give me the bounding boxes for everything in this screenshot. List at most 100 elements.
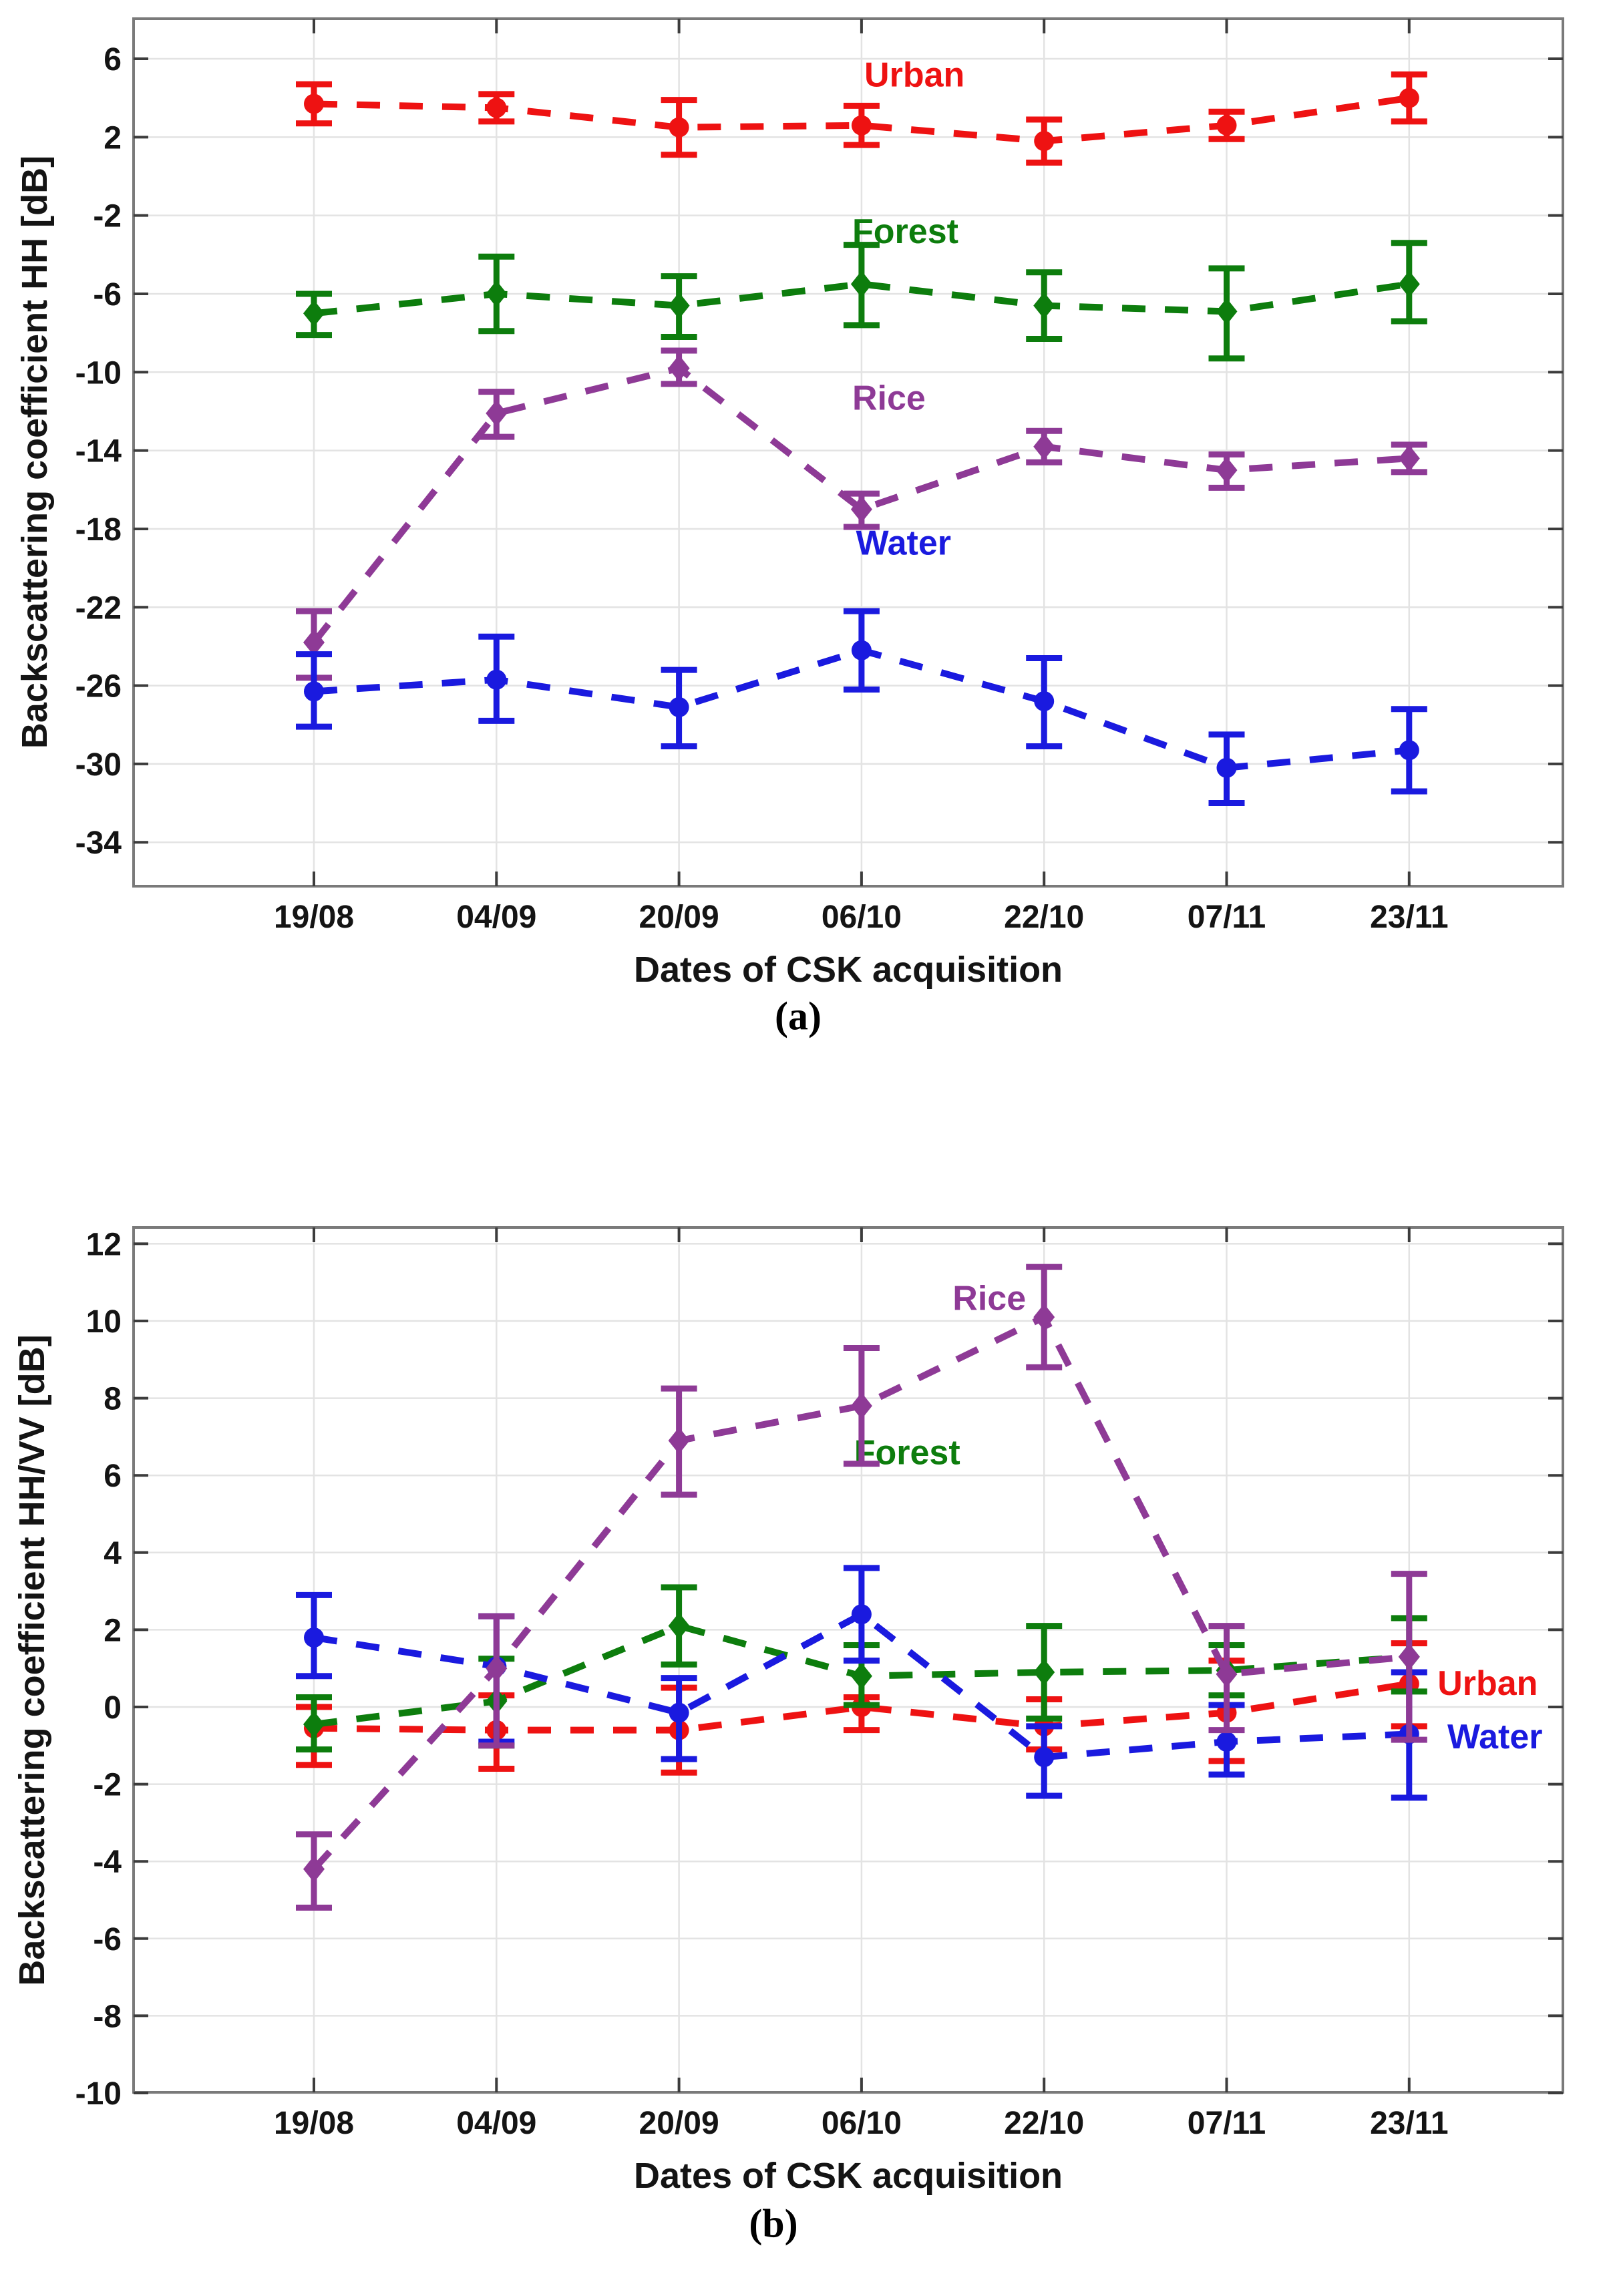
series-label-water: Water	[1447, 1718, 1543, 1756]
x-tick-label: 07/11	[1188, 900, 1266, 935]
y-tick-label: -18	[75, 512, 122, 548]
y-tick-label: -10	[75, 355, 122, 391]
x-tick-label: 23/11	[1370, 900, 1448, 935]
marker-diamond	[1398, 1643, 1420, 1670]
y-tick-label: -30	[75, 747, 122, 783]
y-tick-label: 2	[104, 1613, 122, 1648]
marker-circle	[669, 1702, 689, 1723]
marker-diamond	[486, 280, 508, 307]
series-label-urban: Urban	[1437, 1664, 1538, 1703]
marker-circle	[304, 681, 324, 702]
x-tick-label: 07/11	[1188, 2106, 1266, 2141]
series-b-urban: Urban	[296, 1640, 1538, 1776]
series-b-water: Water	[296, 1565, 1543, 1801]
x-tick-label: 19/08	[274, 2106, 354, 2141]
marker-diamond	[1216, 1660, 1238, 1688]
series-a-water: Water	[296, 524, 1427, 807]
x-tick-label: 06/10	[822, 2106, 902, 2141]
x-tick-label: 04/09	[456, 900, 536, 935]
y-tick-label: -22	[75, 590, 122, 626]
plot-box	[132, 1226, 1564, 2094]
marker-diamond	[850, 270, 872, 298]
series-a-rice: Rice	[296, 347, 1427, 681]
x-tick-label: 19/08	[274, 900, 354, 935]
x-tick-label: 22/10	[1004, 900, 1084, 935]
marker-diamond	[303, 1855, 325, 1883]
marker-circle	[1399, 87, 1419, 108]
marker-circle	[1216, 115, 1237, 136]
marker-diamond	[668, 355, 690, 382]
marker-diamond	[303, 1711, 325, 1738]
marker-diamond	[668, 1612, 690, 1640]
x-tick-label: 20/09	[639, 900, 719, 935]
x-tick-label: 04/09	[456, 2106, 536, 2141]
y-tick-label: -6	[93, 277, 122, 313]
y-tick-label: -14	[75, 434, 122, 469]
chart-b: 12 10 8 6 4 2 0 -2 -4 -6 -8 -10 19/08 04/09 20/09 06/10…	[75, 1226, 1564, 2141]
marker-diamond	[1398, 445, 1420, 472]
series-label-urban: Urban	[864, 55, 964, 94]
marker-circle	[1034, 691, 1055, 712]
series-label-rice: Rice	[852, 379, 926, 417]
y-tick-label: 4	[104, 1536, 122, 1571]
y-tick-label: -8	[93, 1999, 122, 2034]
marker-diamond	[1216, 298, 1238, 325]
marker-diamond	[1033, 1304, 1055, 1331]
series-label-rice: Rice	[952, 1279, 1026, 1318]
chart-a-y-axis-title: Backscattering coefficient HH [dB]	[15, 155, 55, 749]
series-a-urban: Urban	[296, 55, 1427, 166]
y-tick-label: -2	[93, 199, 122, 234]
x-tick-label: 23/11	[1370, 2106, 1448, 2141]
series-label-forest: Forest	[852, 212, 958, 251]
marker-diamond	[668, 1427, 690, 1455]
y-tick-label: 6	[104, 42, 122, 77]
x-tick-label: 20/09	[639, 2106, 719, 2141]
y-tick-label: -10	[75, 2076, 122, 2112]
chart-a-x-axis-title: Dates of CSK acquisition	[633, 950, 1063, 990]
chart-a: 6 2 -2 -6 -10 -14 -18 -22 -26 -30 -34 19/08 04/09 20/…	[75, 17, 1564, 935]
marker-diamond	[1033, 433, 1055, 460]
marker-circle	[304, 93, 324, 114]
y-tick-label: -2	[93, 1768, 122, 1803]
marker-circle	[1216, 757, 1237, 778]
y-tick-label: 10	[86, 1304, 122, 1340]
marker-circle	[851, 1604, 872, 1625]
marker-circle	[669, 117, 689, 138]
marker-circle	[304, 1627, 324, 1648]
x-tick-label: 22/10	[1004, 2106, 1084, 2141]
marker-diamond	[850, 1662, 872, 1690]
y-tick-label: 0	[104, 1690, 122, 1726]
series-label-water: Water	[856, 524, 951, 562]
marker-circle	[851, 640, 872, 660]
chart-b-y-axis-title: Backscattering coefficient HH/VV [dB]	[12, 1334, 52, 1986]
marker-diamond	[850, 496, 872, 523]
caption-a: (a)	[775, 994, 822, 1038]
y-tick-label: 2	[104, 120, 122, 156]
marker-circle	[1034, 1747, 1055, 1768]
marker-circle	[1216, 1732, 1237, 1752]
y-tick-label: -6	[93, 1922, 122, 1957]
caption-b: (b)	[749, 2201, 798, 2246]
marker-circle	[1034, 131, 1055, 152]
marker-diamond	[1033, 1658, 1055, 1686]
y-tick-label: -34	[75, 825, 122, 861]
marker-diamond	[1216, 456, 1238, 484]
plot-box	[132, 17, 1564, 888]
marker-circle	[851, 115, 872, 136]
y-tick-label: 8	[104, 1382, 122, 1417]
marker-diamond	[303, 300, 325, 327]
marker-diamond	[668, 292, 690, 319]
marker-diamond	[850, 1392, 872, 1420]
x-tick-label: 06/10	[822, 900, 902, 935]
marker-circle	[486, 669, 507, 690]
marker-diamond	[303, 629, 325, 656]
chart-b-x-axis-title: Dates of CSK acquisition	[633, 2156, 1063, 2196]
marker-diamond	[1033, 292, 1055, 319]
y-tick-label: -4	[93, 1845, 122, 1880]
marker-diamond	[1398, 270, 1420, 298]
y-tick-label: 12	[86, 1227, 122, 1262]
y-tick-label: 6	[104, 1459, 122, 1494]
series-b-rice: Rice	[296, 1264, 1427, 1911]
